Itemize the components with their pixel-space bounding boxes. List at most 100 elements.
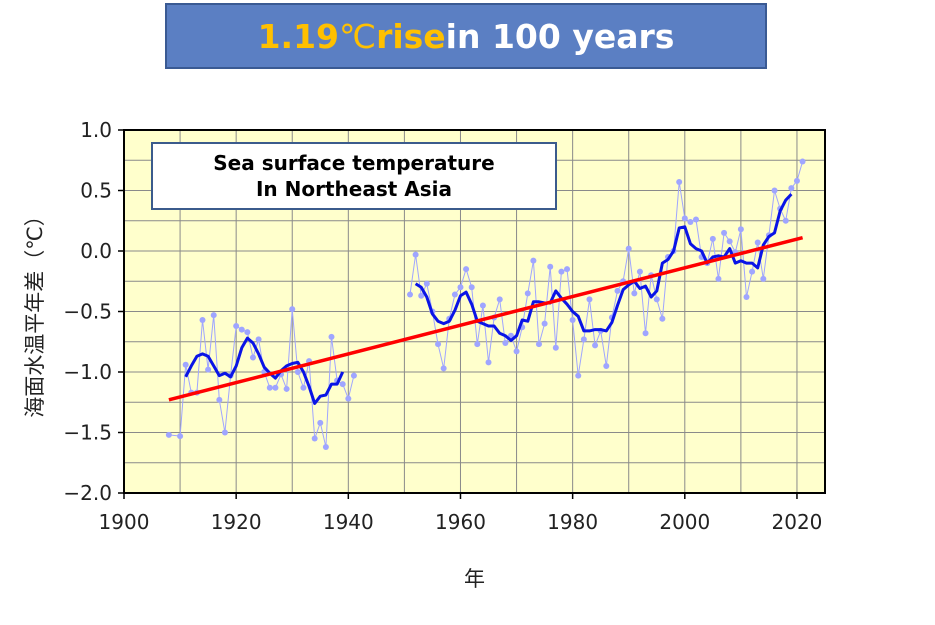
chart-inset-label: Sea surface temperature In Northeast Asi…: [151, 142, 557, 210]
annual-data-point: [530, 257, 537, 264]
annual-data-point: [244, 329, 251, 336]
inset-line-2: In Northeast Asia: [255, 177, 452, 201]
annual-data-point: [255, 336, 262, 343]
y-axis-title: 海面水温平年差（℃）: [23, 205, 47, 418]
y-tick-label: −0.5: [63, 300, 112, 324]
annual-data-point: [221, 429, 228, 436]
annual-data-point: [468, 284, 475, 291]
x-tick-label: 2000: [659, 510, 710, 534]
annual-data-point: [564, 266, 571, 273]
x-tick-label: 1940: [323, 510, 374, 534]
annual-data-point: [311, 435, 318, 442]
x-axis-title: 年: [464, 567, 485, 591]
annual-data-point: [749, 268, 756, 275]
annual-data-point: [788, 185, 795, 192]
annual-data-point: [535, 341, 542, 348]
annual-data-point: [451, 291, 458, 298]
annual-data-point: [547, 263, 554, 270]
annual-data-point: [350, 372, 357, 379]
annual-data-point: [177, 433, 184, 440]
x-tick-label: 1900: [99, 510, 150, 534]
banner-highlight-word: rise: [376, 16, 446, 56]
annual-data-point: [659, 315, 666, 322]
annual-data-point: [653, 296, 660, 303]
annual-data-point: [799, 158, 806, 165]
annual-data-point: [676, 179, 683, 186]
annual-data-point: [524, 290, 531, 297]
annual-data-point: [266, 384, 273, 391]
annual-data-point: [283, 385, 290, 392]
annual-data-point: [793, 177, 800, 184]
x-tick-label: 1960: [435, 510, 486, 534]
annual-data-point: [743, 293, 750, 300]
annual-data-point: [636, 268, 643, 275]
annual-data-point: [418, 292, 425, 299]
annual-data-point: [317, 419, 324, 426]
annual-data-point: [412, 251, 419, 258]
annual-data-point: [754, 239, 761, 246]
annual-data-point: [737, 226, 744, 233]
annual-data-point: [479, 302, 486, 309]
y-tick-label: −2.0: [63, 481, 112, 505]
annual-data-point: [771, 187, 778, 194]
annual-data-point: [580, 336, 587, 343]
annual-data-point: [457, 284, 464, 291]
annual-data-point: [693, 216, 700, 223]
annual-data-point: [435, 341, 442, 348]
annual-data-point: [614, 287, 621, 294]
annual-data-point: [199, 316, 206, 323]
y-tick-label: 1.0: [80, 118, 112, 142]
annual-data-point: [569, 316, 576, 323]
annual-data-point: [289, 306, 296, 313]
annual-data-point: [165, 431, 172, 438]
y-tick-label: −1.5: [63, 421, 112, 445]
plot-frame: [123, 129, 826, 494]
annual-data-point: [249, 354, 256, 361]
annual-data-point: [726, 238, 733, 245]
annual-data-point: [339, 381, 346, 388]
annual-data-point: [205, 366, 212, 373]
annual-data-point: [238, 326, 245, 333]
annual-data-point: [485, 359, 492, 366]
annual-data-point: [210, 312, 217, 319]
annual-data-point: [272, 384, 279, 391]
annual-data-point: [294, 369, 301, 375]
annual-data-point: [687, 218, 694, 225]
annual-data-point: [345, 395, 352, 402]
annual-data-point: [782, 217, 789, 224]
annual-data-point: [642, 330, 649, 337]
annual-data-point: [603, 362, 610, 369]
annual-data-point: [216, 396, 223, 403]
moving-average-line: [184, 336, 345, 405]
annual-data-point: [558, 268, 565, 275]
annual-data-point: [423, 280, 430, 287]
annual-data-point: [552, 344, 559, 351]
annual-data-point: [681, 215, 688, 222]
annual-data-point: [721, 229, 728, 236]
annual-data-point: [715, 275, 722, 282]
y-tick-label: 0.0: [80, 239, 112, 263]
annual-data-point: [440, 365, 447, 372]
annual-data-point: [709, 235, 716, 242]
annual-data-point: [182, 361, 189, 368]
banner-highlight-unit: ℃: [339, 16, 377, 56]
annual-data-point: [496, 296, 503, 303]
annual-data-point: [328, 333, 335, 340]
annual-data-point: [407, 291, 414, 298]
annual-data-point: [513, 348, 520, 355]
annual-data-point: [625, 245, 632, 252]
annual-data-point: [322, 444, 329, 451]
annual-data-point: [575, 372, 582, 379]
annual-data-point: [300, 384, 307, 391]
annual-data-point: [586, 296, 593, 303]
trend-line: [168, 236, 804, 402]
annual-data-point: [474, 341, 481, 348]
banner-highlight-value: 1.19: [257, 16, 339, 56]
x-tick-label: 2020: [772, 510, 823, 534]
annual-data-point: [592, 342, 599, 349]
x-tick-label: 1980: [547, 510, 598, 534]
x-tick-label: 1920: [211, 510, 262, 534]
y-tick-label: −1.0: [63, 360, 112, 384]
banner-rest-text: in 100 years: [445, 16, 675, 56]
